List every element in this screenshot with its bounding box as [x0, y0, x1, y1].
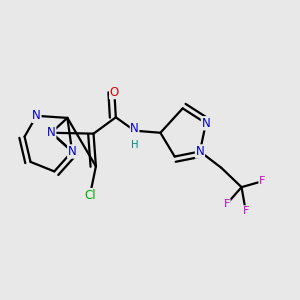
Text: O: O	[110, 85, 119, 98]
Text: N: N	[202, 117, 210, 130]
Text: F: F	[259, 176, 266, 186]
Text: F: F	[224, 199, 230, 209]
Text: N: N	[32, 109, 41, 122]
Text: N: N	[130, 122, 139, 135]
Text: N: N	[47, 126, 56, 139]
Text: F: F	[242, 206, 249, 216]
Text: Cl: Cl	[84, 189, 96, 202]
Text: N: N	[68, 145, 76, 158]
Text: N: N	[196, 145, 204, 158]
Text: H: H	[131, 140, 138, 150]
